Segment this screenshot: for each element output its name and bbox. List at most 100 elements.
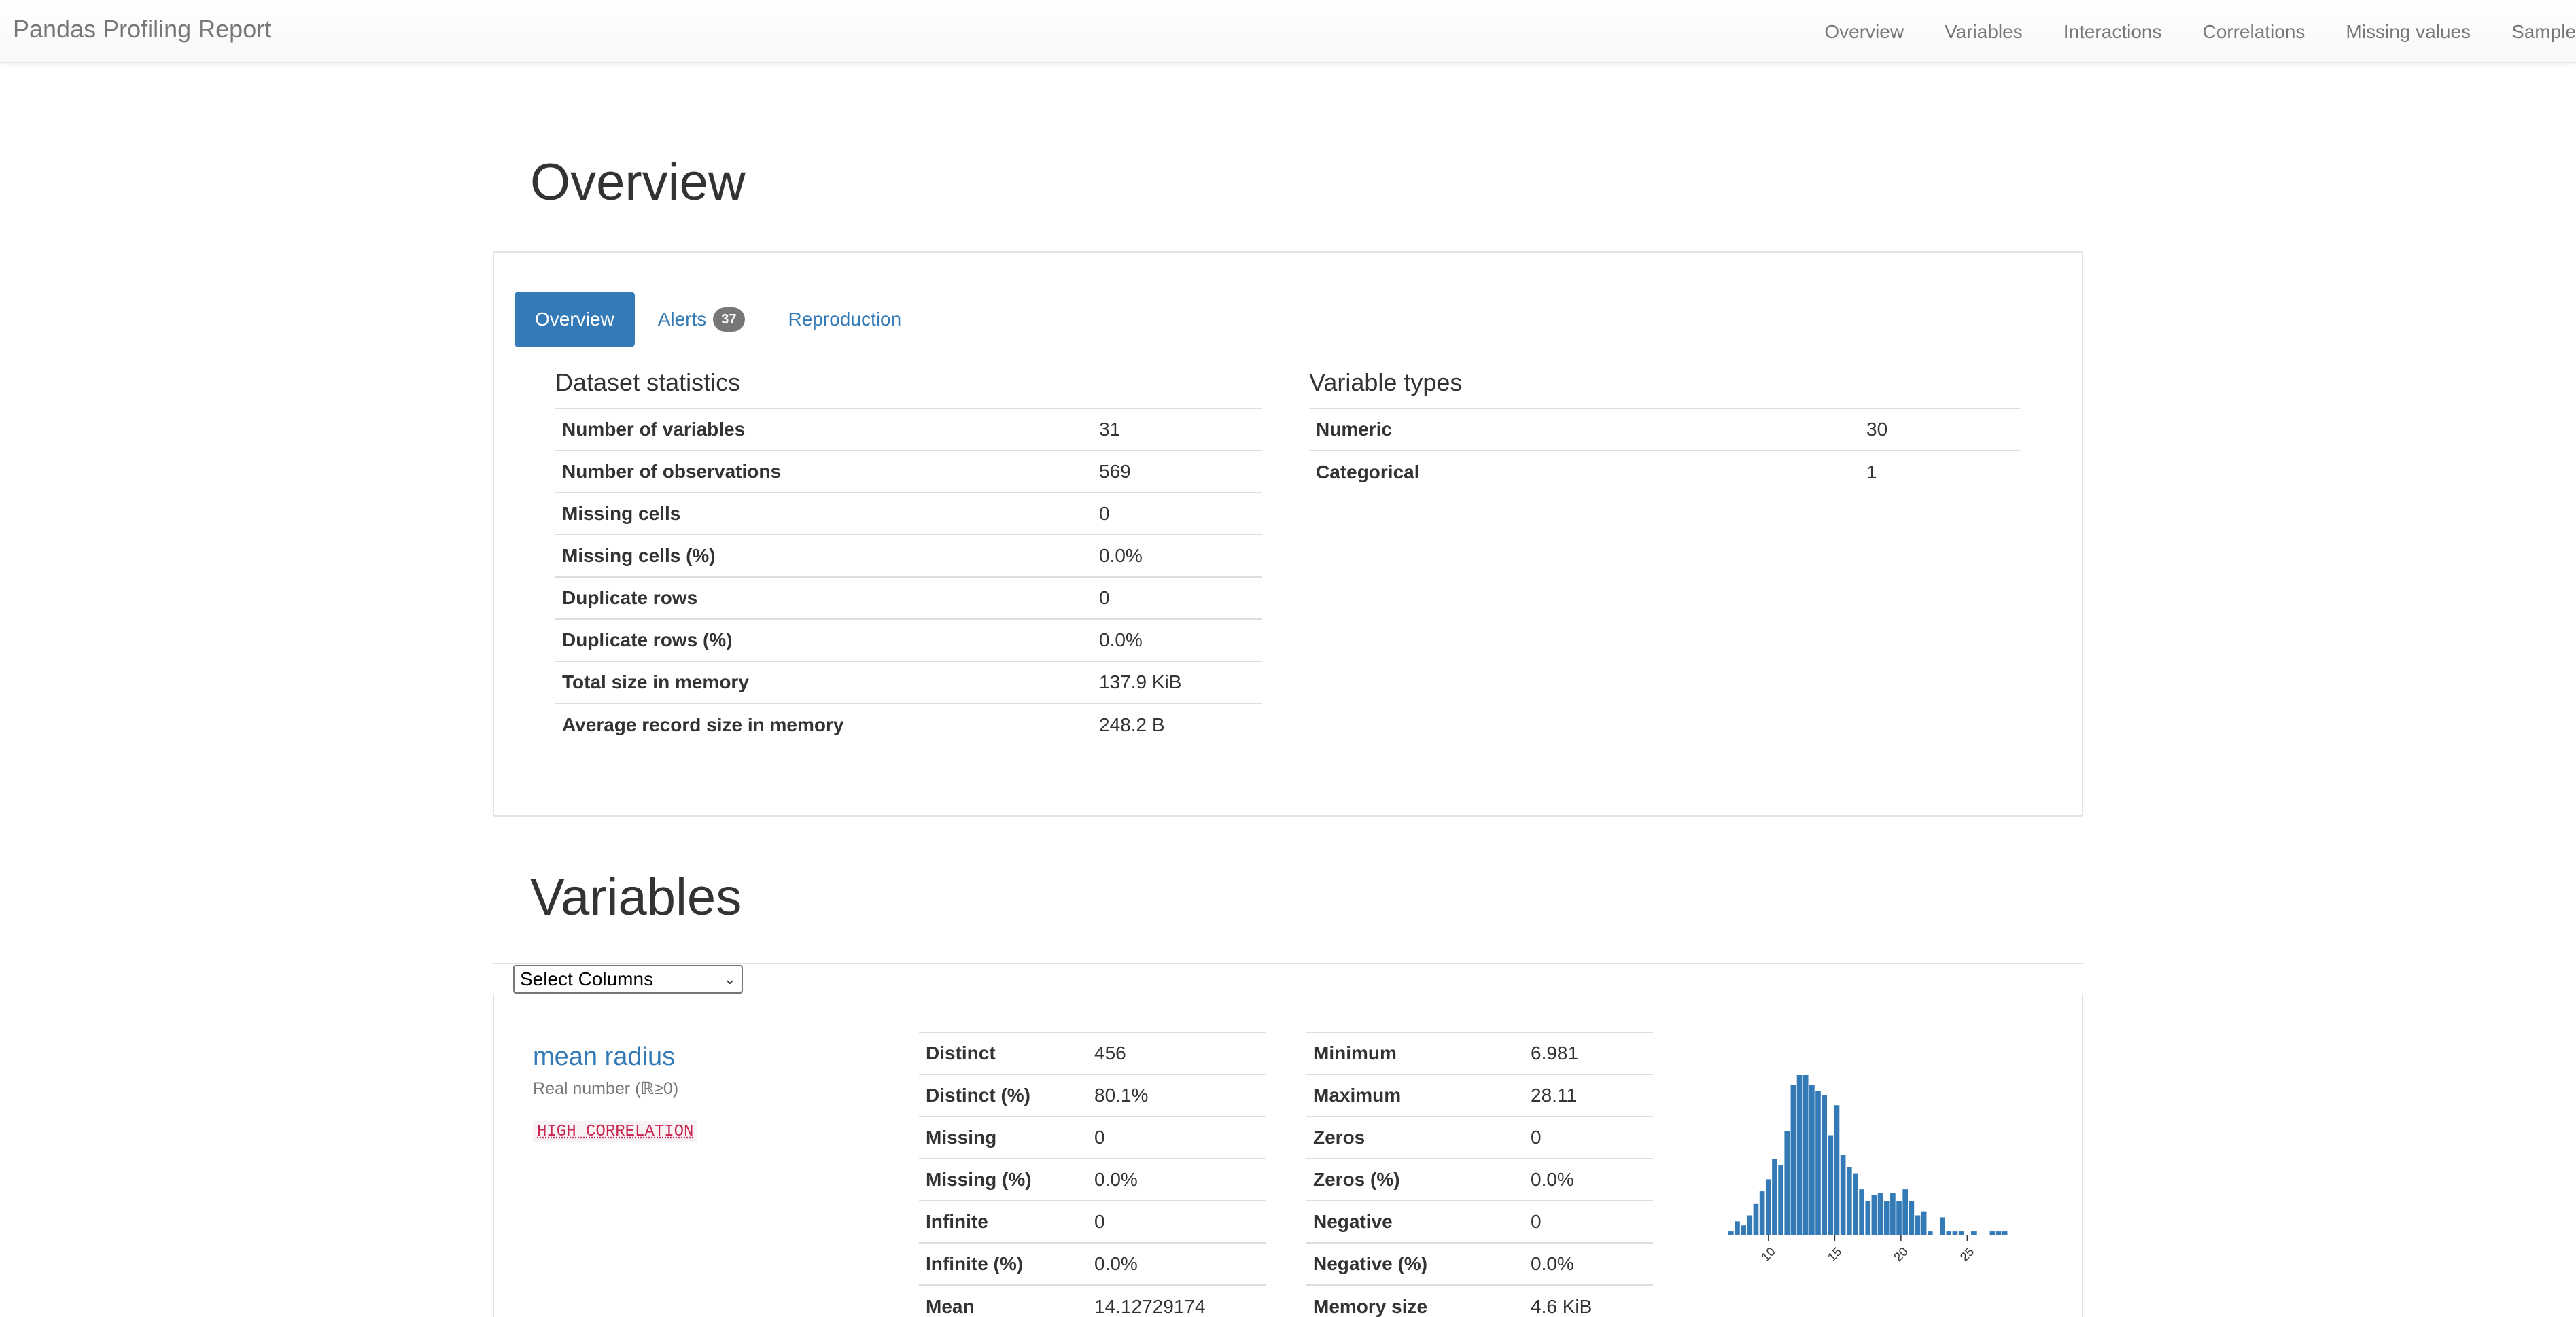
select-columns-value: Select Columns	[520, 968, 654, 989]
histogram-bar	[1952, 1231, 1958, 1235]
histogram-bar	[1741, 1225, 1746, 1235]
variable-type-label: Numeric	[1309, 408, 1860, 451]
histogram-bar	[1915, 1215, 1921, 1235]
histogram-bar	[1815, 1091, 1821, 1235]
tab-reproduction[interactable]: Reproduction	[768, 292, 922, 347]
histogram-bar	[1778, 1165, 1783, 1235]
histogram-bar	[1902, 1189, 1909, 1235]
tab-overview[interactable]: Overview	[515, 292, 635, 347]
dataset-stat-row: Missing cells (%) 0.0%	[555, 534, 1262, 577]
nav-missing-values[interactable]: Missing values	[2346, 20, 2471, 42]
variable-stat-row: Mean 14.12729174	[919, 1284, 1266, 1317]
variable-stat-row: Memory size 4.6 KiB	[1306, 1284, 1653, 1317]
variable-stat-label: Minimum	[1306, 1032, 1524, 1074]
variable-stat-row: Maximum 28.11	[1306, 1074, 1653, 1117]
tab-overview-label: Overview	[535, 309, 614, 330]
dataset-stat-row: Average record size in memory 248.2 B	[555, 703, 1262, 745]
tab-alerts[interactable]: Alerts 37	[638, 292, 765, 347]
variable-stat-row: Infinite (%) 0.0%	[919, 1242, 1266, 1285]
variable-stat-value: 0.0%	[1524, 1158, 1653, 1201]
nav-interactions[interactable]: Interactions	[2063, 20, 2162, 42]
nav-variables[interactable]: Variables	[1945, 20, 2023, 42]
variable-type-row: Numeric 30	[1309, 408, 2020, 451]
histogram-bar	[1883, 1201, 1890, 1235]
variable-stat-value: 6.981	[1524, 1032, 1653, 1074]
dataset-stat-row: Total size in memory 137.9 KiB	[555, 661, 1262, 703]
select-columns-dropdown[interactable]: Select Columns ⌄	[513, 965, 743, 994]
nav-overview[interactable]: Overview	[1824, 20, 1904, 42]
variable-stat-row: Distinct 456	[919, 1032, 1266, 1074]
dataset-stat-row: Duplicate rows 0	[555, 576, 1262, 619]
histogram-bar	[1927, 1231, 1933, 1235]
variable-types-table: Numeric 30 Categorical 1	[1309, 408, 2020, 493]
dataset-stat-label: Missing cells	[555, 492, 1092, 535]
dataset-stat-value: 31	[1092, 408, 1262, 451]
histogram-bar	[1996, 1231, 2002, 1235]
dataset-stat-value: 0	[1092, 576, 1262, 619]
variable-name-link[interactable]: mean radius	[533, 1042, 676, 1071]
variable-stat-value: 80.1%	[1087, 1074, 1266, 1117]
top-navbar: Pandas Profiling Report Overview Variabl…	[0, 0, 2576, 63]
high-correlation-alert[interactable]: HIGH CORRELATION	[533, 1121, 698, 1142]
histogram-bar	[1728, 1231, 1734, 1235]
histogram-x-tick-label: 20	[1891, 1245, 1910, 1264]
histogram-bar	[1909, 1201, 1915, 1235]
variable-stat-value: 0	[1524, 1200, 1653, 1243]
histogram-bar	[1765, 1179, 1771, 1235]
overview-tabs: Overview Alerts 37 Reproduction	[515, 292, 924, 347]
variable-stat-value: 456	[1087, 1032, 1266, 1074]
nav-correlations[interactable]: Correlations	[2202, 20, 2305, 42]
dataset-stat-label: Duplicate rows (%)	[555, 618, 1092, 661]
dataset-stat-value: 248.2 B	[1092, 703, 1262, 745]
variables-divider	[493, 963, 2083, 964]
variable-stat-label: Maximum	[1306, 1074, 1524, 1117]
histogram-bar	[1747, 1215, 1753, 1235]
overview-heading: Overview	[530, 154, 746, 211]
histogram-bar	[1890, 1193, 1896, 1235]
histogram-bar	[1784, 1131, 1790, 1235]
variable-stat-value: 4.6 KiB	[1524, 1284, 1653, 1317]
histogram-bar	[1735, 1221, 1740, 1235]
variable-types: Variable types Numeric 30 Categorical 1	[1309, 368, 2020, 493]
histogram-bar	[1753, 1203, 1759, 1235]
histogram-bar	[1828, 1135, 1834, 1235]
dataset-stat-label: Number of observations	[555, 450, 1092, 493]
dataset-stat-value: 0.0%	[1092, 618, 1262, 661]
histogram-bar	[1940, 1217, 1945, 1235]
chevron-down-icon: ⌄	[723, 970, 736, 987]
histogram-bar	[1921, 1211, 1927, 1235]
histogram-bar	[1809, 1085, 1815, 1235]
histogram-bar	[1803, 1075, 1809, 1235]
dataset-stat-label: Missing cells (%)	[555, 534, 1092, 577]
nav-sample[interactable]: Sample	[2511, 20, 2576, 42]
histogram-bar	[1822, 1095, 1827, 1235]
dataset-stat-row: Number of observations 569	[555, 450, 1262, 493]
histogram-bar	[1971, 1231, 1977, 1235]
histogram-bar	[1859, 1189, 1864, 1235]
variable-type-value: 1	[1860, 450, 2020, 493]
variable-stat-label: Negative (%)	[1306, 1242, 1524, 1285]
variable-stat-row: Distinct (%) 80.1%	[919, 1074, 1266, 1117]
brand-link[interactable]: Pandas Profiling Report	[13, 15, 272, 43]
variable-stat-value: 0.0%	[1087, 1158, 1266, 1201]
variable-stat-row: Infinite 0	[919, 1200, 1266, 1243]
variables-heading: Variables	[530, 868, 742, 926]
histogram-bar	[1853, 1173, 1858, 1235]
variable-stat-row: Missing 0	[919, 1116, 1266, 1159]
variable-stat-value: 28.11	[1524, 1074, 1653, 1117]
variable-stat-label: Memory size	[1306, 1284, 1524, 1317]
histogram-bar	[1840, 1155, 1846, 1235]
variable-type-label: Categorical	[1309, 450, 1860, 493]
variable-type: Real number (ℝ≥0)	[533, 1079, 679, 1098]
variable-stats-left: Distinct 456 Distinct (%) 80.1% Missing 0 Miss…	[919, 1032, 1266, 1317]
variable-stat-label: Zeros (%)	[1306, 1158, 1524, 1201]
variable-types-title: Variable types	[1309, 368, 1463, 396]
variable-stat-value: 0	[1087, 1116, 1266, 1159]
histogram-bar	[1759, 1191, 1765, 1235]
variable-stat-row: Zeros 0	[1306, 1116, 1653, 1159]
histogram-bar	[1896, 1201, 1902, 1235]
tab-reproduction-label: Reproduction	[788, 309, 902, 330]
variable-stat-value: 0.0%	[1087, 1242, 1266, 1285]
alerts-count-badge: 37	[713, 307, 745, 332]
histogram-bar	[1772, 1159, 1777, 1235]
